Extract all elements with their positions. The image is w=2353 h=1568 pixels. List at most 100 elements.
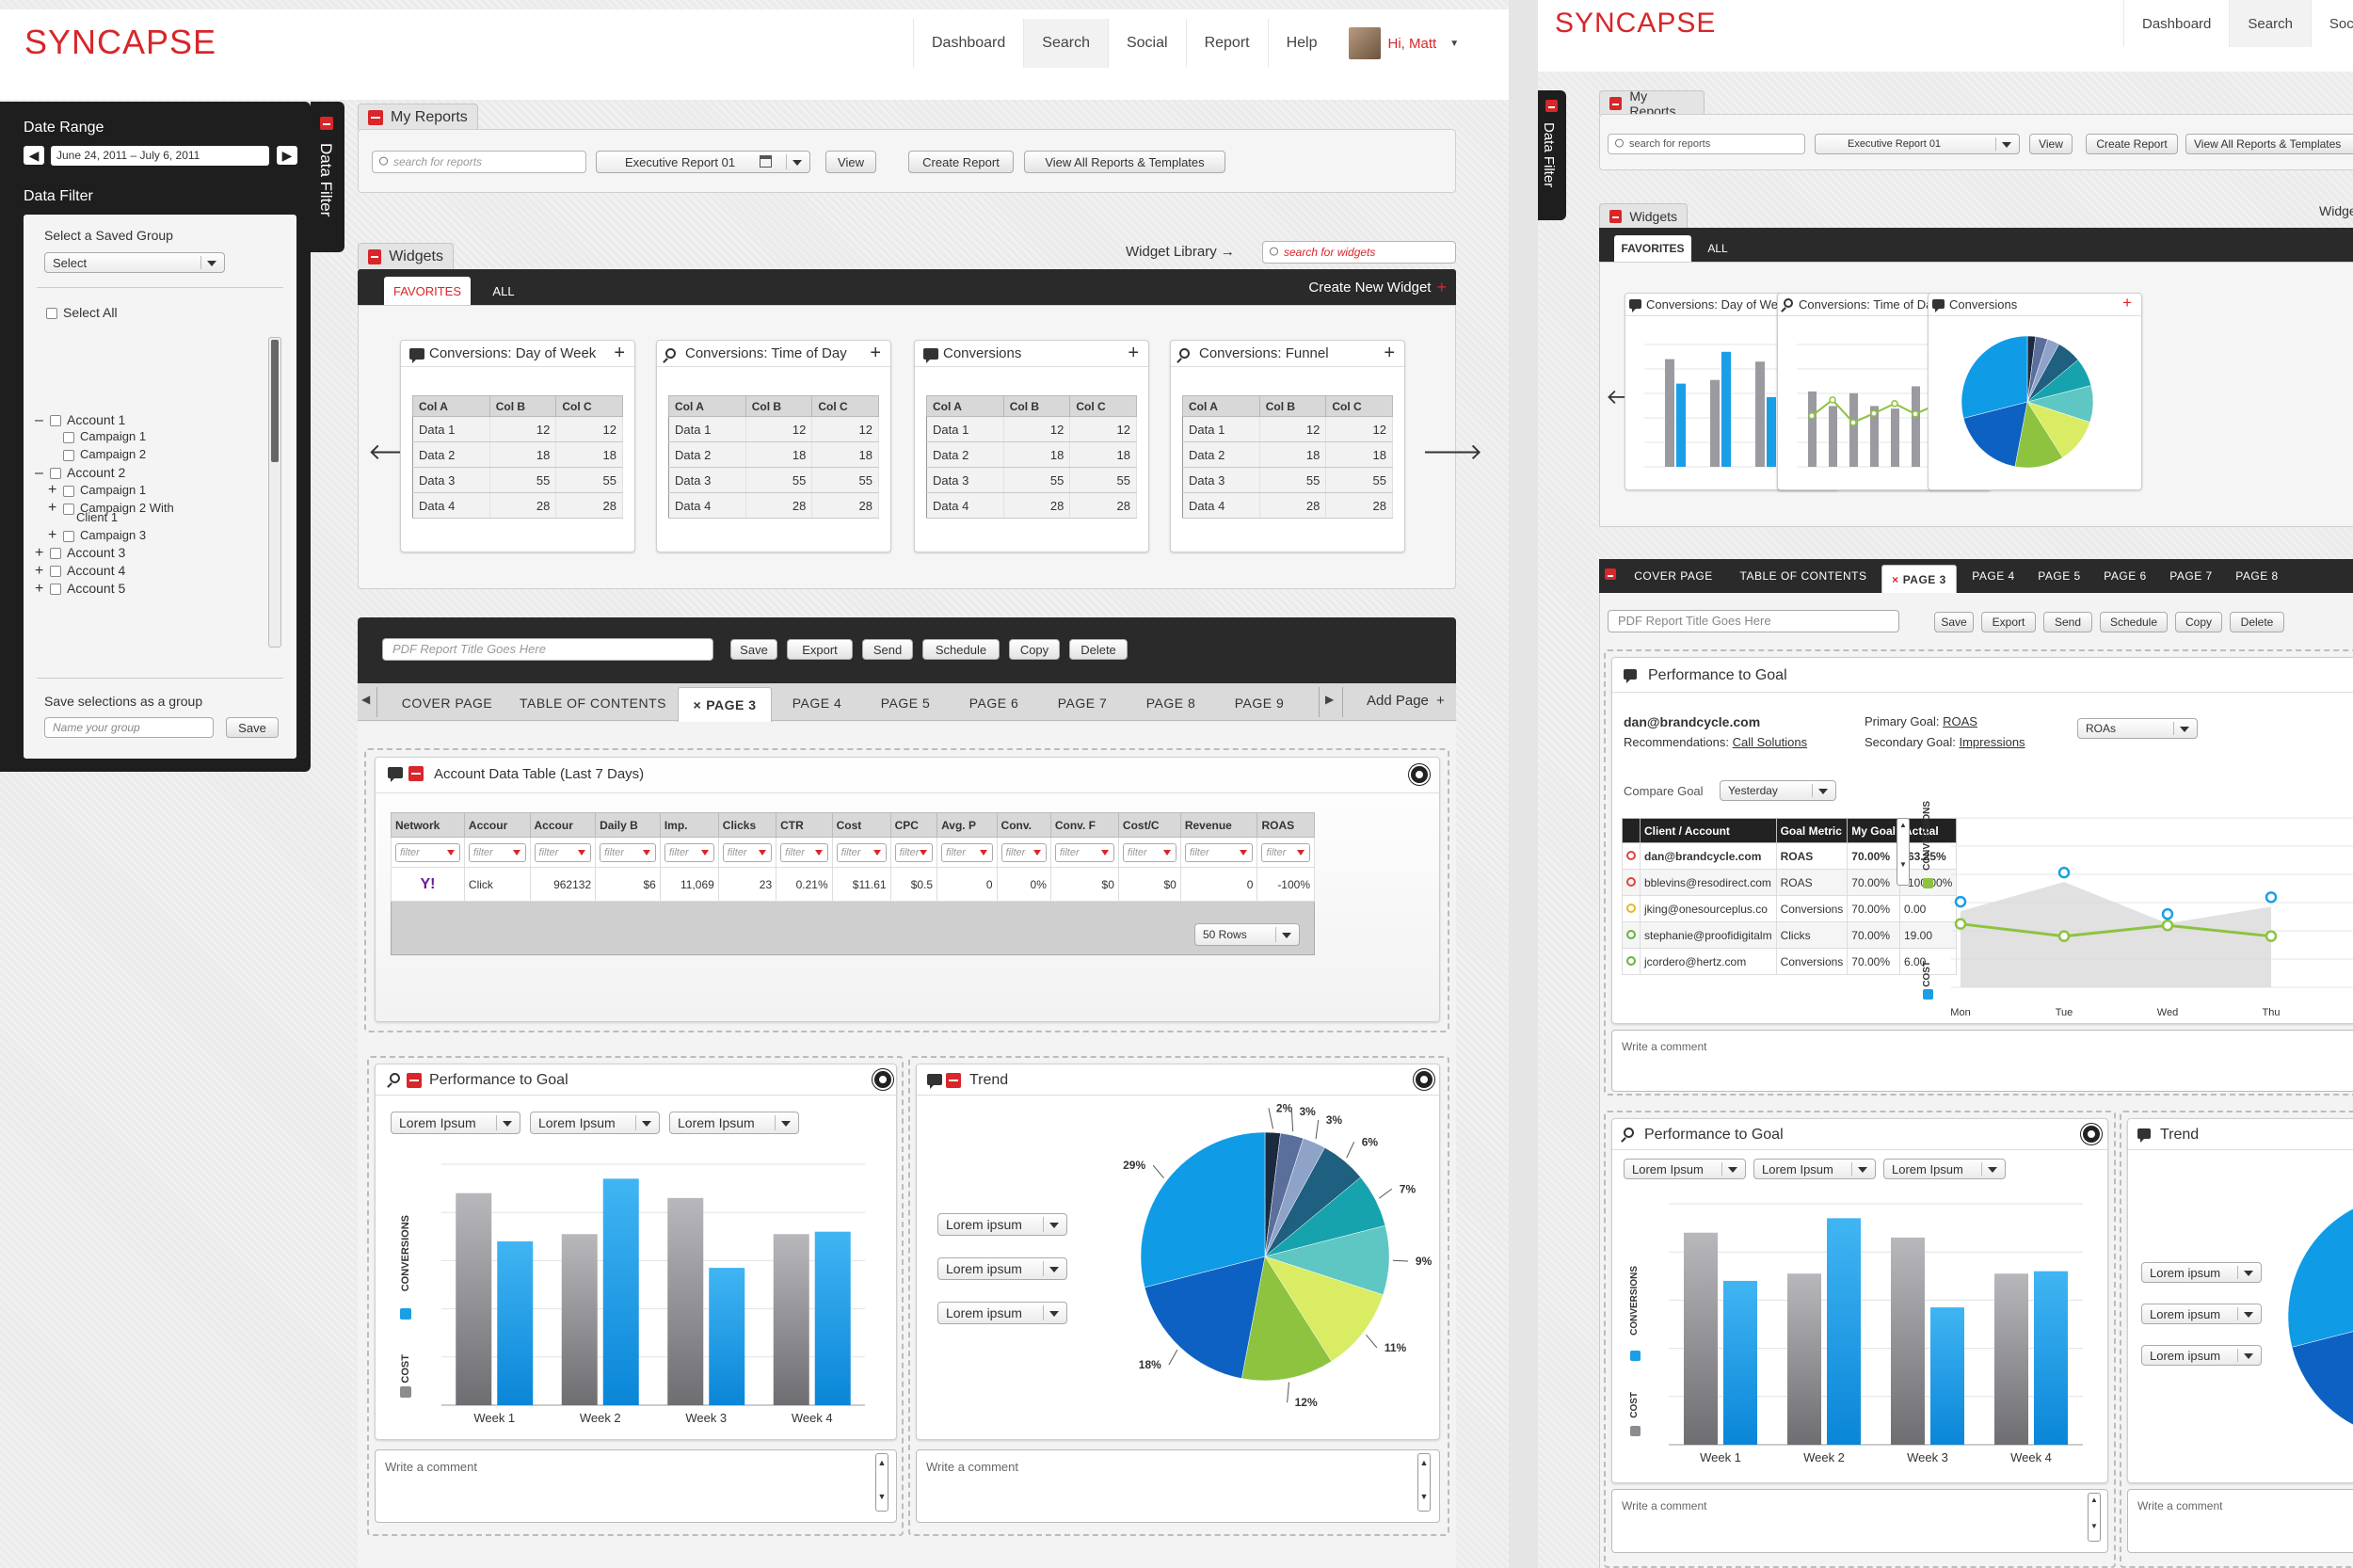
column-header[interactable]: Cost/C (1117, 812, 1181, 838)
perf-select-3[interactable]: Lorem Ipsum (1883, 1159, 2006, 1179)
widget-library-link[interactable]: Widget Library → (1126, 244, 1235, 260)
column-header[interactable]: Network (391, 812, 465, 838)
tab-all[interactable]: ALL (492, 283, 515, 298)
tree-item[interactable]: – Account 1 (35, 412, 125, 429)
save-group-button[interactable]: Save (226, 717, 279, 738)
filter-input[interactable]: filter (600, 842, 656, 862)
widget-library-link[interactable]: Widget Library → (2319, 203, 2353, 218)
report-title-input[interactable]: PDF Report Title Goes Here (1608, 610, 1899, 632)
tab-page[interactable]: COVER PAGE (1622, 563, 1725, 589)
filter-input[interactable]: filter (836, 842, 887, 862)
collapse-icon[interactable] (320, 117, 333, 130)
perf-select-1[interactable]: Lorem Ipsum (391, 1112, 520, 1134)
widget-card[interactable]: Conversions: Time of Day + Col A Col B Col C… (656, 340, 891, 552)
gear-icon[interactable] (1411, 766, 1428, 783)
perf-comment-input[interactable]: Write a comment (1611, 1489, 2108, 1553)
tree-item[interactable]: Campaign 1 (48, 429, 146, 443)
filter-input[interactable]: filter (1261, 842, 1310, 862)
tab-page[interactable]: PAGE 5 (866, 689, 945, 717)
select-all-checkbox[interactable]: Select All (46, 305, 118, 320)
tree-item[interactable]: – Account 2 (35, 465, 125, 482)
widgets-tab[interactable]: Widgets (358, 243, 454, 269)
close-icon[interactable]: × (1892, 572, 1899, 586)
pages-prev-icon[interactable]: ◀ (361, 693, 371, 706)
expand-icon[interactable]: + (48, 527, 57, 543)
perf-select-1[interactable]: Lorem Ipsum (1624, 1159, 1746, 1179)
table-row[interactable]: jcordero@hertz.com Conversions 70.00% 6.00 (1622, 948, 1958, 975)
column-header[interactable]: Clicks (717, 812, 777, 838)
collapse-icon[interactable]: – (35, 412, 43, 428)
tab-page[interactable]: TABLE OF CONTENTS (1735, 563, 1872, 589)
collapse-icon[interactable] (368, 248, 382, 264)
action-schedule-button[interactable]: Schedule (922, 639, 1000, 660)
action-save-button[interactable]: Save (730, 639, 777, 660)
filter-input[interactable]: filter (468, 842, 526, 862)
tab-page[interactable]: × PAGE 3 (1881, 565, 1957, 593)
column-header[interactable]: Daily B (595, 812, 661, 838)
action-send-button[interactable]: Send (2043, 612, 2092, 632)
add-widget-icon[interactable]: + (2122, 294, 2132, 312)
report-search-input[interactable]: search for reports (1608, 134, 1805, 154)
tree-checkbox[interactable] (63, 503, 74, 515)
add-widget-icon[interactable]: + (870, 343, 881, 363)
my-reports-tab[interactable]: My Reports (1599, 88, 1705, 119)
filter-input[interactable]: filter (395, 842, 460, 862)
perf-comment-input[interactable]: Write a comment (375, 1449, 897, 1523)
tree-item[interactable]: + Account 4 (35, 563, 125, 580)
action-copy-button[interactable]: Copy (2175, 612, 2222, 632)
tree-checkbox[interactable] (50, 468, 61, 480)
filter-input[interactable]: filter (1122, 842, 1176, 862)
primary-goal-link[interactable]: ROAS (1943, 714, 1977, 728)
group-name-input[interactable]: Name your group (44, 717, 214, 738)
tree-checkbox[interactable] (63, 449, 74, 461)
trend-comment-input[interactable]: Write a comment (916, 1449, 1440, 1523)
perf-comment-scrollbar[interactable]: ▲ ▼ (875, 1453, 888, 1512)
tab-page[interactable]: PAGE 6 (2094, 563, 2156, 589)
recommendations-link[interactable]: Call Solutions (1732, 735, 1808, 749)
filter-input[interactable]: filter (534, 842, 592, 862)
filter-input[interactable]: filter (941, 842, 993, 862)
tree-checkbox[interactable] (63, 485, 74, 497)
column-header[interactable]: Imp. (659, 812, 719, 838)
tree-item[interactable]: + Campaign 2 With (48, 500, 174, 517)
add-page-button[interactable]: Add Page + (1367, 693, 1445, 709)
table-row[interactable]: stephanie@proofidigitalm Clicks 70.00% 19.0… (1622, 921, 1958, 949)
widget-card-conversions[interactable]: Conversions + (1928, 293, 2142, 490)
compare-goal-select[interactable]: Yesterday (1720, 780, 1836, 801)
create-new-widget-button[interactable]: Create New Widget + (1308, 273, 1447, 301)
goal-table-scrollbar[interactable]: ▲ ▼ (1897, 818, 1910, 886)
action-send-button[interactable]: Send (862, 639, 913, 660)
collapse-icon[interactable] (1609, 96, 1623, 110)
tab-page[interactable]: PAGE 7 (2160, 563, 2222, 589)
column-header[interactable]: CPC (889, 812, 938, 838)
expand-icon[interactable]: + (35, 563, 44, 579)
filter-input[interactable]: filter (664, 842, 714, 862)
expand-icon[interactable]: + (35, 581, 44, 597)
report-select[interactable]: Executive Report 01 (596, 151, 810, 173)
tab-page[interactable]: PAGE 4 (1962, 563, 2025, 589)
remove-icon[interactable] (946, 1073, 961, 1088)
column-header[interactable]: ROAS (1257, 812, 1315, 838)
tree-item[interactable]: + Campaign 3 (48, 527, 146, 544)
filter-input[interactable]: filter (1000, 842, 1047, 862)
tab-page[interactable]: PAGE 7 (1043, 689, 1122, 717)
tab-favorites[interactable]: FAVORITES (1614, 235, 1691, 262)
rows-select[interactable]: 50 Rows (1194, 923, 1300, 946)
action-delete-button[interactable]: Delete (1069, 639, 1128, 660)
action-delete-button[interactable]: Delete (2230, 612, 2284, 632)
tree-checkbox[interactable] (50, 584, 61, 596)
nav-dashboard[interactable]: Dashboard (2123, 0, 2229, 47)
nav-help[interactable]: Help (1267, 19, 1336, 68)
tab-all[interactable]: ALL (1707, 242, 1728, 255)
action-export-button[interactable]: Export (787, 639, 853, 660)
column-header[interactable]: Client / Account (1640, 818, 1777, 843)
tree-item[interactable]: + Account 3 (35, 545, 125, 562)
syncapse-logo[interactable]: SYNCAPSE (24, 23, 217, 61)
arrow-right-icon[interactable]: 🡒 (1422, 440, 1483, 465)
table-row[interactable]: jking@onesourceplus.co Conversions 70.00% 0… (1622, 895, 1958, 922)
collapse-icon[interactable]: – (35, 465, 43, 481)
filter-input[interactable]: filter (780, 842, 828, 862)
view-report-button[interactable]: View (825, 151, 876, 173)
nav-report[interactable]: Report (1185, 19, 1268, 68)
column-header[interactable]: Conv. (996, 812, 1051, 838)
